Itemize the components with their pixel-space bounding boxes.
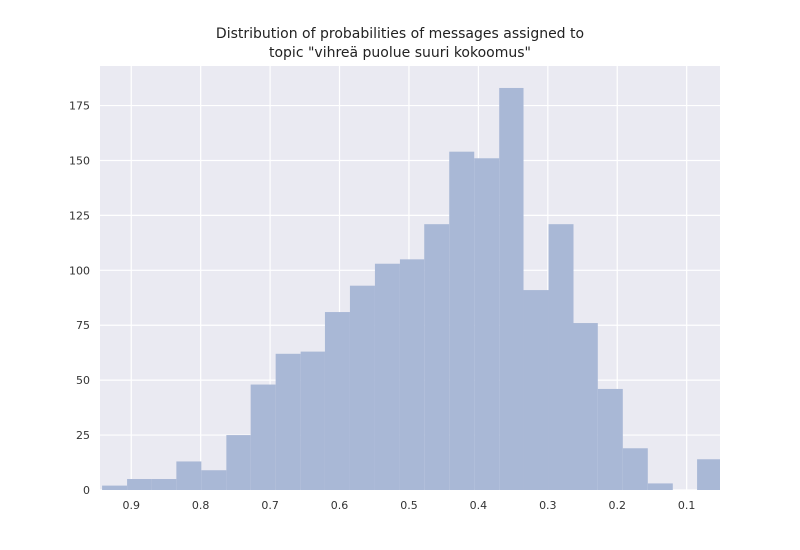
histogram-bar xyxy=(226,435,251,490)
y-tick-label: 175 xyxy=(69,100,90,113)
histogram-bar xyxy=(647,483,673,490)
histogram-bar xyxy=(499,87,524,491)
y-tick-label: 0 xyxy=(83,484,90,497)
y-tick-label: 25 xyxy=(76,429,90,442)
histogram-bar xyxy=(102,485,128,490)
x-tick-label: 0.2 xyxy=(608,499,626,512)
histogram-bar xyxy=(424,224,450,491)
histogram-bar xyxy=(201,470,227,490)
histogram-bar xyxy=(374,263,400,490)
histogram-bar xyxy=(573,323,598,490)
y-tick-label: 150 xyxy=(69,154,90,167)
histogram-bar xyxy=(324,312,350,490)
histogram-bar xyxy=(474,158,500,491)
x-tick-label: 0.8 xyxy=(192,499,210,512)
x-tick-label: 0.6 xyxy=(331,499,349,512)
histogram-bar xyxy=(275,353,301,490)
histogram-bar xyxy=(697,459,720,490)
x-tick-label: 0.4 xyxy=(470,499,488,512)
chart-title-line-1: Distribution of probabilities of message… xyxy=(215,26,585,42)
x-tick-label: 0.5 xyxy=(400,499,418,512)
histogram-bar xyxy=(127,479,152,490)
histogram-bar xyxy=(597,388,623,490)
histogram-bar xyxy=(399,259,425,490)
histogram-bar xyxy=(250,384,276,490)
histogram-bar xyxy=(548,224,574,491)
x-tick-label: 0.1 xyxy=(678,499,696,512)
x-tick-label: 0.9 xyxy=(122,499,140,512)
histogram-bar xyxy=(622,448,648,490)
histogram-bar xyxy=(349,285,375,490)
histogram-bar xyxy=(449,151,475,490)
y-tick-label: 50 xyxy=(76,374,90,387)
histogram-bar xyxy=(176,461,202,490)
y-tick-label: 100 xyxy=(69,264,90,277)
x-tick-label: 0.3 xyxy=(539,499,557,512)
histogram-bar xyxy=(151,479,177,490)
x-tick-label: 0.7 xyxy=(261,499,279,512)
y-tick-label: 75 xyxy=(76,319,90,332)
histogram-bar xyxy=(300,351,325,490)
y-tick-label: 125 xyxy=(69,209,90,222)
chart-title-line-2: topic "vihreä puolue suuri kokoomus" xyxy=(268,45,531,61)
histogram-bar xyxy=(523,290,549,490)
